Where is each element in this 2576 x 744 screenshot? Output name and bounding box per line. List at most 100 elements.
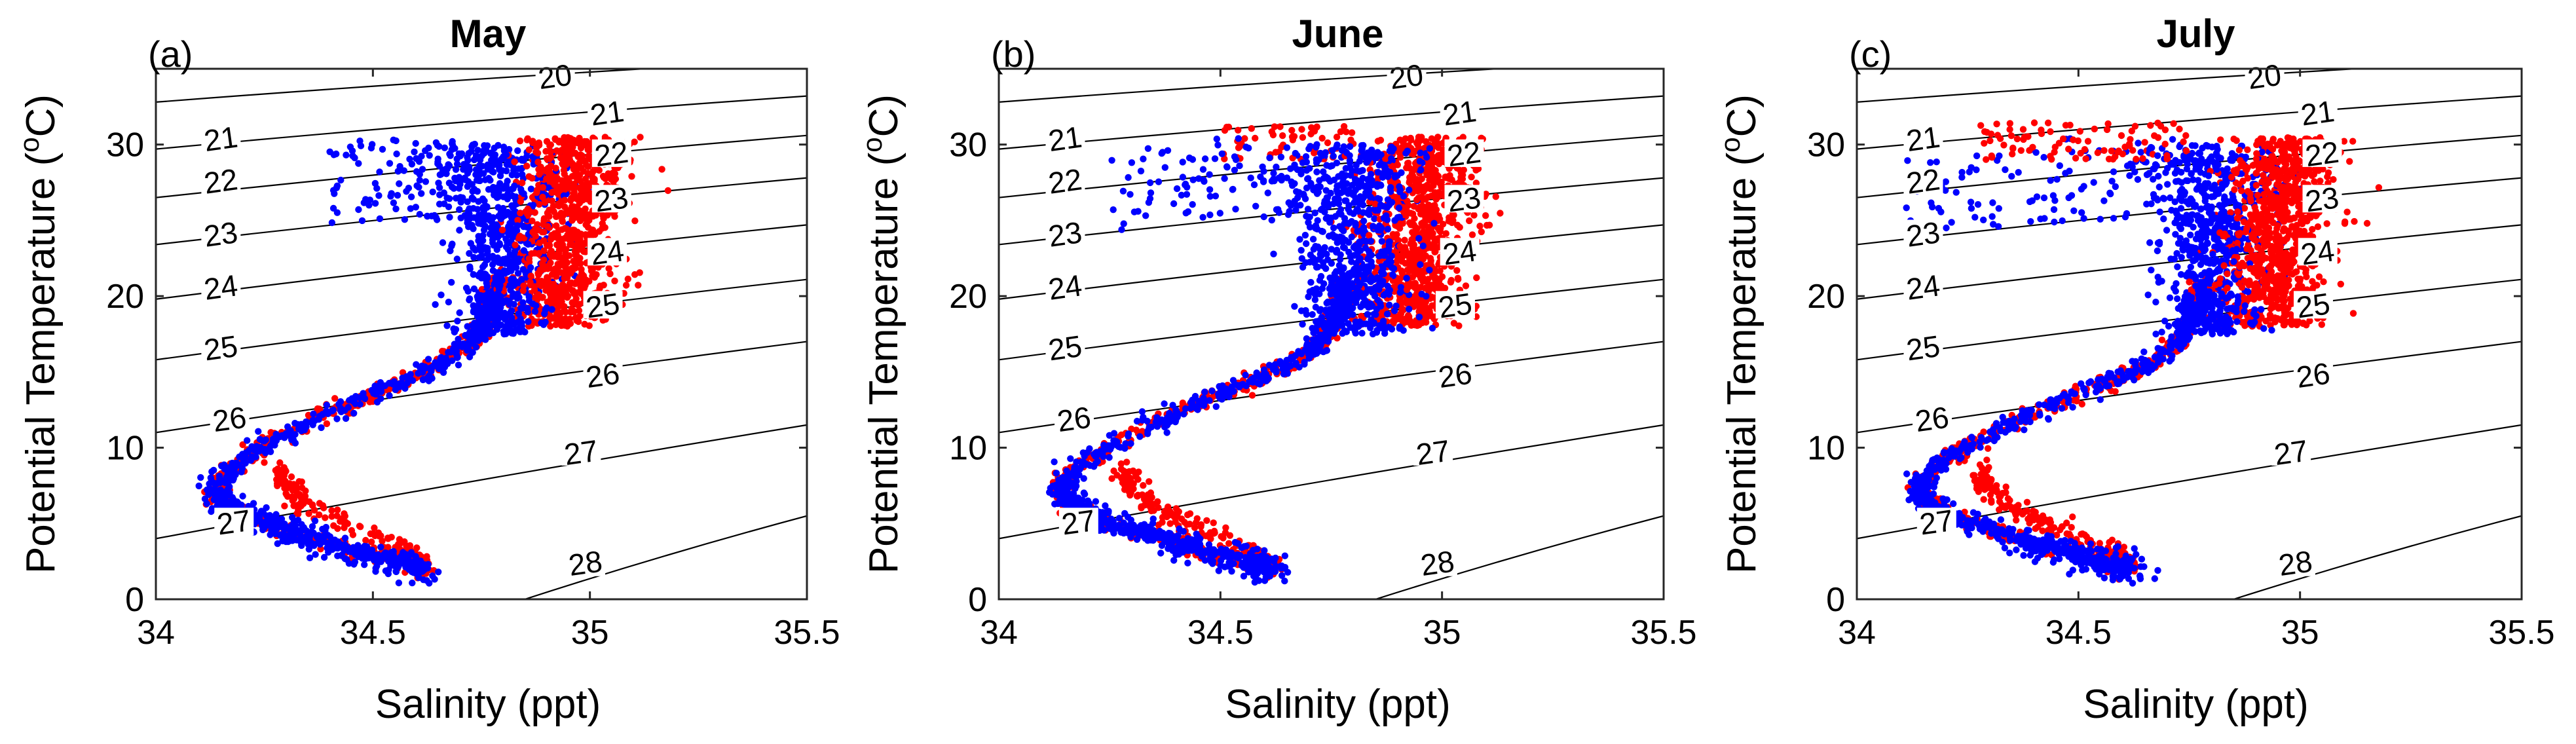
blue-point (386, 392, 393, 400)
blue-point (515, 294, 523, 301)
red-point (261, 459, 268, 466)
scatter-points (1046, 122, 1504, 586)
red-point (637, 134, 644, 141)
red-point (1248, 392, 1256, 399)
red-point (1123, 458, 1130, 466)
y-tick-label: 0 (125, 581, 144, 619)
blue-point (509, 225, 516, 233)
blue-point (348, 147, 356, 155)
red-point (1222, 524, 1229, 531)
blue-point (518, 276, 525, 284)
red-point (558, 254, 566, 262)
contour-line-20 (156, 69, 658, 103)
blue-point (267, 531, 274, 538)
red-point (1142, 501, 1150, 508)
red-point (1438, 282, 1445, 289)
red-point (538, 278, 545, 285)
red-point (551, 177, 559, 185)
red-point (564, 232, 571, 239)
blue-point (472, 171, 479, 178)
blue-point (392, 205, 400, 213)
red-point (1427, 259, 1434, 267)
red-point (1127, 485, 1134, 493)
blue-point (436, 365, 443, 373)
red-point (298, 478, 305, 485)
red-point (589, 169, 596, 176)
blue-point (419, 376, 427, 384)
blue-point (226, 483, 233, 491)
blue-point (426, 152, 433, 159)
red-point (631, 217, 639, 225)
red-point (631, 138, 638, 145)
blue-point (283, 525, 290, 532)
blue-point (419, 166, 426, 173)
red-point (574, 139, 582, 146)
blue-point (483, 330, 491, 337)
contour-label-mask (566, 548, 606, 576)
red-point (1184, 511, 1191, 519)
contour-label-23: 23 (593, 180, 631, 219)
red-point (531, 283, 538, 290)
blue-point (457, 153, 464, 160)
blue-point (372, 568, 379, 575)
red-point (533, 189, 540, 196)
blue-point (424, 565, 432, 572)
red-point (1417, 137, 1424, 144)
red-point (1140, 482, 1147, 489)
red-point (540, 237, 548, 244)
blue-point (500, 255, 507, 263)
blue-point (310, 529, 317, 536)
blue-point (495, 204, 502, 211)
red-point (1225, 540, 1233, 547)
blue-point (493, 160, 500, 168)
blue-point (335, 401, 343, 408)
blue-point (398, 557, 405, 565)
blue-point (376, 168, 383, 176)
red-point (1235, 144, 1242, 151)
red-point (1307, 130, 1315, 138)
blue-point (271, 513, 278, 521)
red-point (577, 164, 585, 172)
blue-point (478, 153, 485, 160)
blue-point (415, 183, 422, 191)
blue-point (497, 215, 505, 223)
blue-point (484, 248, 491, 255)
blue-point (356, 401, 364, 408)
blue-point (506, 261, 513, 269)
blue-point (422, 178, 430, 185)
blue-point (400, 167, 407, 174)
red-point (571, 280, 579, 288)
blue-point (508, 202, 515, 210)
red-point (583, 221, 590, 229)
blue-point (487, 224, 495, 232)
blue-point (257, 510, 264, 517)
red-point (572, 314, 580, 322)
red-point (556, 148, 563, 156)
red-point (1299, 134, 1307, 141)
red-point (1203, 517, 1210, 524)
red-point (658, 166, 665, 173)
blue-point (524, 308, 531, 316)
blue-point (224, 471, 232, 478)
blue-point (453, 160, 461, 168)
red-point (1423, 314, 1430, 322)
blue-point (474, 147, 481, 154)
blue-point (330, 151, 337, 158)
blue-point (509, 293, 517, 300)
red-point (320, 504, 327, 512)
blue-point (401, 216, 409, 223)
red-point (519, 287, 527, 294)
blue-point (462, 284, 470, 291)
blue-point (504, 177, 511, 185)
red-point (514, 217, 521, 224)
red-point (548, 197, 556, 204)
blue-point (500, 143, 508, 151)
blue-point (225, 464, 233, 471)
contour-label-mask (201, 333, 241, 362)
blue-point (492, 307, 499, 314)
blue-point (452, 166, 460, 173)
blue-point (472, 329, 480, 337)
blue-point (195, 482, 202, 490)
blue-point (274, 540, 281, 548)
